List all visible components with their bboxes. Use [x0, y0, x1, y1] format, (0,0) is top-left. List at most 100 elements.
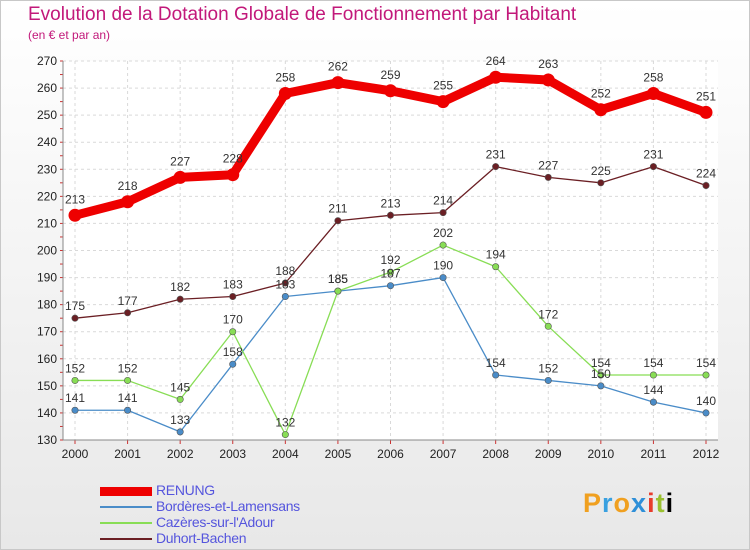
- y-tick-label: 240: [37, 135, 57, 149]
- data-label-duhort-bachen: 231: [486, 148, 506, 162]
- legend-label: RENUNG: [156, 482, 215, 498]
- data-label-borderes-et-lamensans: 158: [223, 345, 243, 359]
- data-label-borderes-et-lamensans: 144: [643, 383, 663, 397]
- data-point-renung: [594, 103, 608, 117]
- data-label-renung: 264: [486, 54, 506, 68]
- data-point-renung: [646, 86, 660, 100]
- x-tick-label: 2003: [219, 447, 246, 461]
- data-label-cazeres-sur-l-adour: 185: [328, 272, 348, 286]
- data-point-borderes-et-lamensans: [176, 428, 184, 436]
- data-point-renung: [278, 86, 292, 100]
- chart-subtitle: (en € et par an): [28, 28, 111, 42]
- data-point-renung: [699, 105, 713, 119]
- data-label-duhort-bachen: 211: [328, 202, 347, 216]
- data-point-duhort-bachen: [176, 295, 184, 303]
- x-tick-label: 2009: [535, 447, 562, 461]
- data-label-renung: 213: [65, 192, 85, 206]
- data-label-cazeres-sur-l-adour: 170: [223, 313, 243, 327]
- data-label-duhort-bachen: 225: [591, 164, 611, 178]
- series: [68, 70, 713, 439]
- data-point-borderes-et-lamensans: [597, 382, 605, 390]
- data-point-cazeres-sur-l-adour: [597, 371, 605, 379]
- data-label-renung: 259: [380, 68, 400, 82]
- data-point-borderes-et-lamensans: [386, 282, 394, 290]
- data-point-cazeres-sur-l-adour: [281, 431, 289, 439]
- legend-swatch: [100, 538, 152, 540]
- data-label-duhort-bachen: 188: [275, 264, 295, 278]
- legend-label: Duhort-Bachen: [156, 530, 247, 546]
- data-point-cazeres-sur-l-adour: [229, 328, 237, 336]
- y-tick-label: 150: [37, 379, 57, 393]
- data-point-borderes-et-lamensans: [439, 274, 447, 282]
- data-point-duhort-bachen: [334, 217, 342, 225]
- data-point-borderes-et-lamensans: [649, 398, 657, 406]
- legend-label: Cazères-sur-l'Adour: [156, 514, 275, 530]
- data-point-cazeres-sur-l-adour: [334, 287, 342, 295]
- data-point-duhort-bachen: [649, 163, 657, 171]
- data-point-cazeres-sur-l-adour: [176, 395, 184, 403]
- data-label-renung: 263: [538, 57, 558, 71]
- x-tick-label: 2012: [693, 447, 720, 461]
- y-tick-label: 180: [37, 298, 57, 312]
- data-label-cazeres-sur-l-adour: 172: [538, 307, 558, 321]
- legend-swatch: [100, 522, 152, 524]
- data-point-cazeres-sur-l-adour: [702, 371, 710, 379]
- data-label-renung: 251: [696, 89, 716, 103]
- data-point-renung: [226, 168, 240, 182]
- line-chart: 130 140 150 160 170 180 190 200 210 220 230 240 250 2…: [37, 54, 720, 461]
- data-point-cazeres-sur-l-adour: [439, 241, 447, 249]
- legend-label: Bordères-et-Lamensans: [156, 498, 300, 514]
- y-tick-label: 250: [37, 108, 57, 122]
- data-point-duhort-bachen: [71, 314, 79, 322]
- data-label-borderes-et-lamensans: 133: [170, 413, 190, 427]
- data-label-renung: 262: [328, 60, 348, 74]
- data-label-borderes-et-lamensans: 154: [486, 356, 506, 370]
- x-tick-label: 2011: [641, 447, 667, 461]
- data-point-cazeres-sur-l-adour: [386, 268, 394, 276]
- data-label-borderes-et-lamensans: 140: [696, 394, 716, 408]
- value-labels: 141 141 133 158 183 185 187 190 154 152 150 144 140 1…: [65, 54, 716, 429]
- y-tick-label: 170: [37, 325, 57, 339]
- data-point-duhort-bachen: [702, 182, 710, 190]
- data-point-borderes-et-lamensans: [124, 406, 132, 414]
- data-point-cazeres-sur-l-adour: [71, 376, 79, 384]
- data-point-renung: [489, 70, 503, 84]
- proxiti-logo: Proxiti: [583, 488, 675, 518]
- data-point-renung: [68, 208, 82, 222]
- x-tick-label: 2002: [167, 447, 194, 461]
- data-label-renung: 258: [643, 70, 663, 84]
- y-tick-label: 200: [37, 244, 57, 258]
- data-label-duhort-bachen: 227: [538, 158, 558, 172]
- data-label-cazeres-sur-l-adour: 145: [170, 380, 190, 394]
- chart-title: Evolution de la Dotation Globale de Fonc…: [28, 4, 577, 25]
- x-tick-label: 2005: [325, 447, 352, 461]
- x-tick-label: 2008: [482, 447, 509, 461]
- legend-swatch: [100, 506, 152, 508]
- data-label-cazeres-sur-l-adour: 202: [433, 226, 453, 240]
- data-point-renung: [173, 170, 187, 184]
- data-label-cazeres-sur-l-adour: 154: [696, 356, 716, 370]
- data-label-borderes-et-lamensans: 141: [118, 391, 138, 405]
- data-label-borderes-et-lamensans: 152: [538, 361, 558, 375]
- y-tick-label: 260: [37, 81, 57, 95]
- y-tick-label: 190: [37, 271, 57, 285]
- y-tick-label: 130: [37, 433, 57, 447]
- x-tick-label: 2001: [114, 447, 141, 461]
- data-point-duhort-bachen: [544, 173, 552, 181]
- data-label-duhort-bachen: 214: [433, 194, 453, 208]
- data-label-renung: 228: [223, 152, 243, 166]
- y-tick-label: 140: [37, 406, 57, 420]
- x-tick-label: 2004: [272, 447, 299, 461]
- data-point-duhort-bachen: [281, 279, 289, 287]
- data-label-borderes-et-lamensans: 150: [591, 367, 611, 381]
- data-label-cazeres-sur-l-adour: 132: [275, 416, 295, 430]
- data-label-renung: 258: [275, 70, 295, 84]
- data-point-borderes-et-lamensans: [492, 371, 500, 379]
- data-label-borderes-et-lamensans: 141: [65, 391, 85, 405]
- grid: [63, 60, 718, 441]
- data-point-duhort-bachen: [439, 209, 447, 217]
- y-tick-label: 220: [37, 189, 57, 203]
- data-point-cazeres-sur-l-adour: [124, 376, 132, 384]
- data-point-cazeres-sur-l-adour: [492, 263, 500, 271]
- data-point-renung: [384, 84, 397, 98]
